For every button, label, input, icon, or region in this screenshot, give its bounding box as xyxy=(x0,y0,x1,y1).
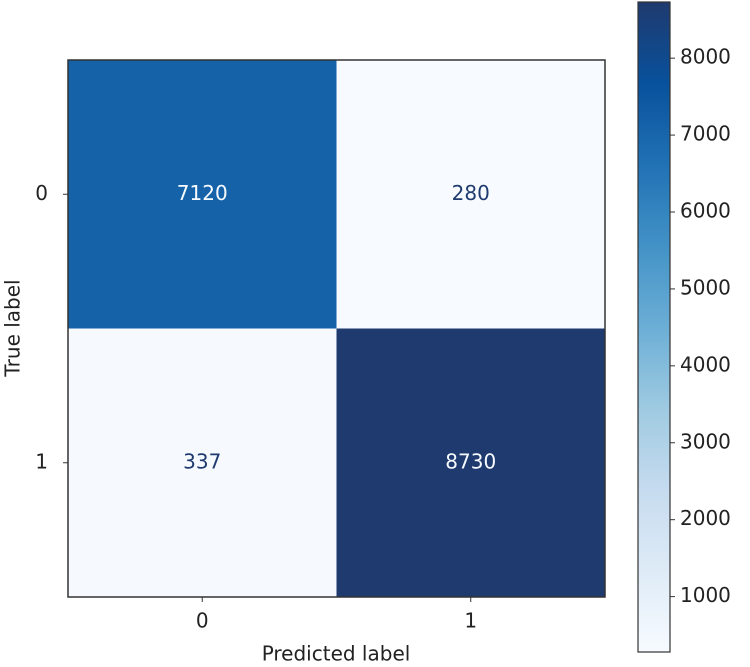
cell-label: 280 xyxy=(452,181,490,205)
y-tick-label: 1 xyxy=(35,449,48,473)
x-axis-label: Predicted label xyxy=(262,642,411,666)
cell-label: 8730 xyxy=(445,449,496,473)
cell-label: 337 xyxy=(183,449,221,473)
cell xyxy=(336,60,605,329)
cell-label: 7120 xyxy=(177,181,228,205)
plot-frame xyxy=(67,59,606,598)
x-tick-label: 0 xyxy=(196,609,209,633)
x-tick-label: 1 xyxy=(464,609,477,633)
colorbar-tick-label: 1000 xyxy=(680,583,731,607)
colorbar-tick-label: 6000 xyxy=(680,199,731,223)
cell xyxy=(68,60,337,329)
colorbar-tick-label: 3000 xyxy=(680,429,731,453)
colorbar-tick-label: 7000 xyxy=(680,122,731,146)
cell xyxy=(68,328,337,597)
colorbar-tick-label: 4000 xyxy=(680,352,731,376)
colorbar-tick-label: 2000 xyxy=(680,506,731,530)
colorbar-tick-label: 5000 xyxy=(680,275,731,299)
y-tick-label: 0 xyxy=(35,181,48,205)
colorbar-tick-label: 8000 xyxy=(680,45,731,69)
cell xyxy=(336,328,605,597)
colorbar xyxy=(637,1,671,653)
y-axis-label: True label xyxy=(1,279,25,377)
